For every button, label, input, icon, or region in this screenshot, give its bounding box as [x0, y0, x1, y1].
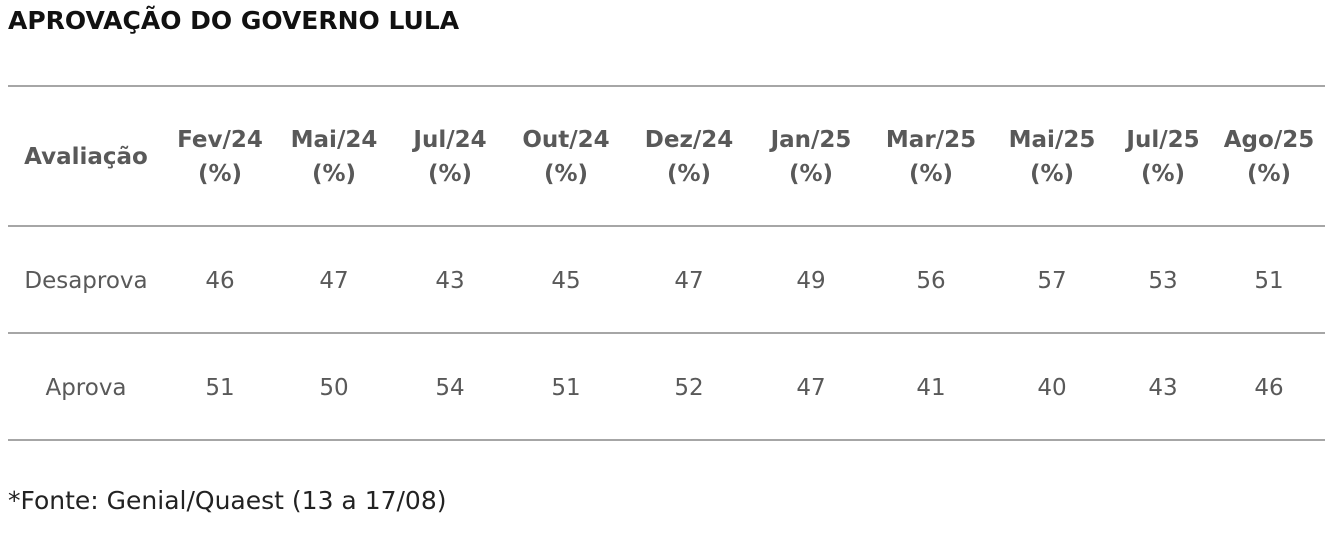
cell: 54	[435, 375, 465, 401]
header-cell: Fev/24	[177, 127, 263, 153]
header-unit: (%)	[543, 161, 589, 187]
cell: 43	[1148, 375, 1178, 401]
row-label: Desaprova	[24, 268, 148, 294]
header-cell: Out/24	[522, 127, 610, 153]
header-unit: (%)	[788, 161, 834, 187]
cell: 56	[916, 268, 946, 294]
header-cell: Mai/25	[1008, 127, 1096, 153]
header-unit: (%)	[1246, 161, 1292, 187]
header-unit: (%)	[311, 161, 357, 187]
rule	[8, 332, 1325, 334]
footnote: *Fonte: Genial/Quaest (13 a 17/08)	[8, 486, 447, 515]
cell: 50	[319, 375, 349, 401]
cell: 51	[1254, 268, 1284, 294]
cell: 47	[674, 268, 704, 294]
title: APROVAÇÃO DO GOVERNO LULA	[8, 6, 460, 35]
rule	[8, 85, 1325, 87]
header-unit: (%)	[908, 161, 954, 187]
cell: 57	[1037, 268, 1067, 294]
header-unit: (%)	[666, 161, 712, 187]
cell: 51	[551, 375, 581, 401]
header-cell: Jan/25	[770, 127, 852, 153]
header-unit: (%)	[1140, 161, 1186, 187]
header-unit: (%)	[197, 161, 243, 187]
header-cell: Dez/24	[644, 127, 734, 153]
cell: 46	[205, 268, 235, 294]
cell: 47	[319, 268, 349, 294]
cell: 52	[674, 375, 704, 401]
cell: 49	[796, 268, 826, 294]
rule	[8, 225, 1325, 227]
row-label: Aprova	[45, 375, 127, 401]
header-cell: Avaliação	[24, 144, 148, 170]
cell: 53	[1148, 268, 1178, 294]
cell: 51	[205, 375, 235, 401]
header-cell: Jul/24	[413, 127, 487, 153]
header-cell: Ago/25	[1223, 127, 1315, 153]
cell: 46	[1254, 375, 1284, 401]
header-cell: Mai/24	[290, 127, 378, 153]
rule	[8, 439, 1325, 441]
header-unit: (%)	[1029, 161, 1075, 187]
cell: 43	[435, 268, 465, 294]
header-cell: Mar/25	[885, 127, 977, 153]
cell: 40	[1037, 375, 1067, 401]
header-cell: Jul/25	[1126, 127, 1200, 153]
cell: 41	[916, 375, 946, 401]
cell: 47	[796, 375, 826, 401]
cell: 45	[551, 268, 581, 294]
header-unit: (%)	[427, 161, 473, 187]
